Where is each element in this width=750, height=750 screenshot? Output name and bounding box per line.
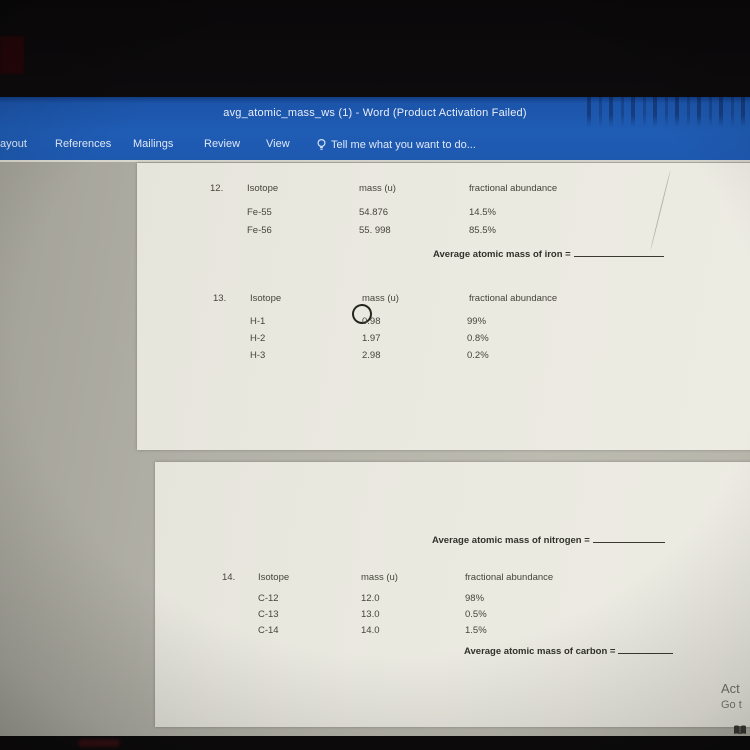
col-header-mass: mass (u) <box>362 293 399 304</box>
answer-label: Average atomic mass of iron = <box>433 249 571 260</box>
answer-line-carbon: Average atomic mass of carbon = <box>464 644 674 657</box>
tab-view[interactable]: View <box>266 138 290 150</box>
cell-abundance: 0.2% <box>467 350 489 361</box>
table-row: C-12 12.0 98% <box>155 593 750 606</box>
cell-mass: 0.98 <box>362 316 381 327</box>
question-number: 13. <box>213 293 227 304</box>
answer-blank <box>618 644 674 654</box>
cell-mass: 54.876 <box>359 207 389 218</box>
col-header-abundance: fractional abundance <box>469 293 558 304</box>
cell-isotope: Fe-55 <box>247 207 272 218</box>
cell-isotope: H-1 <box>250 316 266 327</box>
table-row: 12. Isotope mass (u) fractional abundanc… <box>137 183 750 196</box>
window-title: avg_atomic_mass_ws (1) - Word (Product A… <box>223 107 527 119</box>
tell-me-box[interactable]: Tell me what you want to do... <box>316 138 476 152</box>
answer-line-nitrogen: Average atomic mass of nitrogen = <box>432 533 665 546</box>
table-row: C-14 14.0 1.5% <box>155 625 750 638</box>
cell-isotope: Fe-56 <box>247 225 272 236</box>
answer-blank <box>573 247 664 257</box>
cell-mass: 55. 998 <box>359 225 391 236</box>
cell-isotope: C-12 <box>258 593 279 604</box>
ribbon-bottom-edge <box>0 160 750 162</box>
answer-label: Average atomic mass of carbon = <box>464 646 616 657</box>
cell-mass: 13.0 <box>361 609 380 620</box>
document-workspace: 12. Isotope mass (u) fractional abundanc… <box>0 162 750 736</box>
cell-abundance: 0.8% <box>467 333 489 344</box>
screen-glare <box>580 97 750 127</box>
table-row: C-13 13.0 0.5% <box>155 609 750 622</box>
monitor-bezel-bottom <box>0 736 750 750</box>
cell-mass: 1.97 <box>362 333 381 344</box>
col-header-isotope: Isotope <box>250 293 282 304</box>
cell-isotope: H-3 <box>250 350 266 361</box>
answer-blank <box>592 533 665 543</box>
cell-isotope: C-13 <box>258 609 279 620</box>
bezel-reflection <box>0 36 24 74</box>
tab-review[interactable]: Review <box>204 138 241 150</box>
cell-isotope: C-14 <box>258 625 279 636</box>
cell-mass: 14.0 <box>361 625 380 636</box>
tab-layout[interactable]: ayout <box>0 138 27 150</box>
activate-watermark-line1: Act <box>721 681 740 696</box>
answer-label: Average atomic mass of nitrogen = <box>432 535 590 546</box>
tell-me-label: Tell me what you want to do... <box>331 139 476 151</box>
table-row: Fe-56 55. 998 85.5% <box>137 225 750 238</box>
ribbon-tab-strip: ayout References Mailings Review View Te… <box>0 133 750 159</box>
cell-abundance: 0.5% <box>465 609 487 620</box>
cell-abundance: 85.5% <box>469 225 496 236</box>
table-row: Fe-55 54.876 14.5% <box>137 207 750 220</box>
document-page-2[interactable]: Average atomic mass of nitrogen = 14. Is… <box>155 462 750 727</box>
table-row: 13. Isotope mass (u) fractional abundanc… <box>137 293 750 306</box>
table-row: H-1 0.98 99% <box>137 316 750 329</box>
cell-abundance: 98% <box>465 593 485 604</box>
monitor-bezel-top <box>0 0 750 97</box>
answer-line-iron: Average atomic mass of iron = <box>433 247 664 260</box>
question-number: 12. <box>210 183 224 194</box>
col-header-abundance: fractional abundance <box>465 572 554 583</box>
col-header-abundance: fractional abundance <box>469 183 558 194</box>
lightbulb-icon <box>316 138 327 152</box>
bezel-reflection-bottom <box>78 739 120 747</box>
col-header-mass: mass (u) <box>359 183 396 194</box>
cell-abundance: 1.5% <box>465 625 487 636</box>
col-header-mass: mass (u) <box>361 572 398 583</box>
read-mode-book-icon[interactable] <box>733 723 747 741</box>
cell-mass: 12.0 <box>361 593 380 604</box>
word-titlebar: avg_atomic_mass_ws (1) - Word (Product A… <box>0 97 750 160</box>
col-header-isotope: Isotope <box>258 572 290 583</box>
cell-mass: 2.98 <box>362 350 381 361</box>
col-header-isotope: Isotope <box>247 183 279 194</box>
table-row: H-2 1.97 0.8% <box>137 333 750 346</box>
cell-abundance: 14.5% <box>469 207 496 218</box>
tab-mailings[interactable]: Mailings <box>133 138 174 150</box>
table-row: 14. Isotope mass (u) fractional abundanc… <box>155 572 750 585</box>
document-page-1[interactable]: 12. Isotope mass (u) fractional abundanc… <box>137 163 750 450</box>
tab-references[interactable]: References <box>55 138 112 150</box>
activate-watermark: Act Go t <box>721 681 742 712</box>
question-number: 14. <box>222 572 236 583</box>
table-row: H-3 2.98 0.2% <box>137 350 750 363</box>
activate-watermark-line2: Go t <box>721 699 742 712</box>
cell-isotope: H-2 <box>250 333 266 344</box>
cell-abundance: 99% <box>467 316 487 327</box>
